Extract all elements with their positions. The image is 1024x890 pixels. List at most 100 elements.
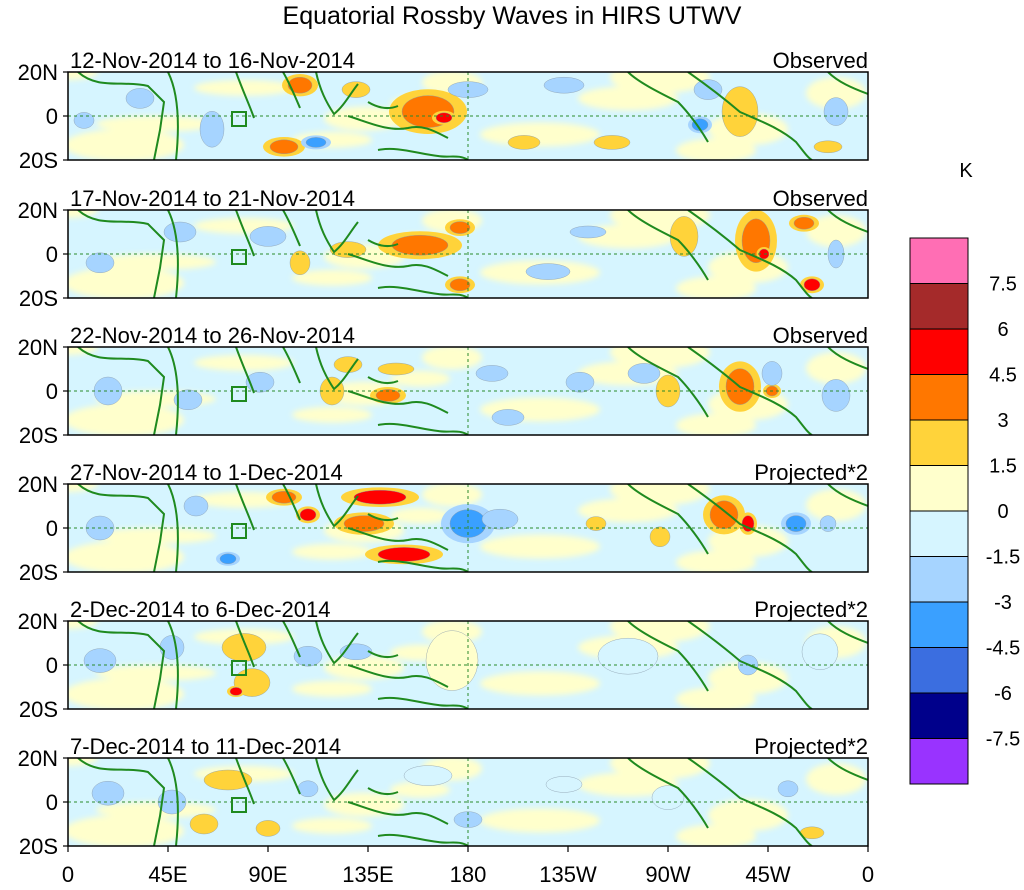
coastline — [377, 147, 469, 160]
coastline — [627, 758, 709, 829]
anomaly-contour — [183, 495, 209, 517]
colorbar-level-label: 0 — [997, 501, 1008, 523]
coastline — [347, 390, 449, 414]
coastline — [367, 101, 399, 110]
y-tick-label: 20N — [18, 335, 58, 360]
anomaly-contour — [203, 769, 253, 791]
contour-band — [806, 215, 866, 248]
coastline — [282, 210, 301, 247]
contour-band — [68, 815, 184, 846]
x-tick-label: 135W — [539, 862, 597, 887]
colorbar-units: K — [959, 160, 973, 182]
anomaly-contour — [597, 638, 659, 675]
x-tick-label: 45E — [148, 862, 187, 887]
y-tick-label: 20S — [19, 560, 58, 585]
coastline — [367, 513, 399, 522]
coastline — [687, 621, 813, 709]
coastline — [167, 210, 179, 298]
contour-band — [708, 799, 788, 832]
anomaly-contour — [525, 263, 571, 280]
coastline — [77, 484, 166, 572]
anomaly-contour — [627, 363, 661, 384]
anomaly-contour — [819, 515, 837, 532]
contour-band — [806, 352, 866, 385]
y-tick-label: 0 — [46, 104, 58, 129]
anomaly-contour — [823, 97, 849, 126]
colorbar-swatch — [909, 556, 969, 603]
x-axis: 0 45E 90E 135E 180 135W 90W 45W 0 — [62, 846, 874, 887]
y-tick-label: 0 — [46, 379, 58, 404]
anomaly-contour — [305, 137, 327, 148]
x-tick-label: 45W — [745, 862, 790, 887]
anomaly-contour — [85, 252, 115, 273]
y-tick-label: 20N — [18, 198, 58, 223]
anomaly-field — [68, 758, 868, 846]
anomaly-contour — [245, 372, 275, 393]
coastline — [627, 72, 709, 143]
coastline — [827, 484, 868, 507]
y-tick-label: 20N — [18, 472, 58, 497]
coastline — [347, 253, 449, 277]
coastline — [377, 833, 469, 846]
anomaly-contour — [391, 234, 449, 256]
contour-band — [292, 680, 372, 697]
contour-band — [96, 527, 216, 544]
region-box-marker — [231, 386, 247, 402]
contour-band — [194, 354, 294, 371]
contour-band — [676, 824, 756, 846]
contour-band — [806, 489, 866, 522]
coastlines — [77, 758, 868, 846]
contour-band — [324, 792, 404, 817]
coastline — [367, 650, 399, 659]
contour-band — [324, 106, 404, 131]
panel-4: 20N 0 20S 27-Nov-2014 to 1-Dec-2014 Projecte… — [18, 460, 869, 585]
colorbar-swatch — [909, 283, 969, 330]
colorbar-swatch — [909, 738, 969, 785]
anomaly-contour — [777, 780, 799, 797]
anomaly-contour — [785, 515, 807, 532]
coastline — [77, 347, 166, 435]
contour-band — [194, 79, 294, 96]
panel-5: 20N 0 20S 2-Dec-2014 to 6-Dec-2014 Projected… — [18, 597, 869, 722]
coastline — [282, 72, 301, 109]
contour-band — [292, 406, 372, 423]
anomaly-contour — [651, 785, 685, 810]
anomaly-contour — [73, 112, 95, 129]
coastline — [167, 347, 179, 435]
anomaly-contour — [375, 389, 401, 402]
contour-band — [68, 404, 184, 435]
region-box-marker — [231, 797, 247, 813]
colorbar-swatch — [909, 328, 969, 375]
contour-band — [578, 498, 678, 523]
contour-band — [806, 763, 866, 796]
anomaly-field — [68, 72, 868, 160]
coastline — [827, 72, 868, 95]
contour-band — [68, 129, 184, 160]
coastline — [235, 621, 255, 668]
anomaly-contour — [293, 646, 323, 667]
y-tick-label: 20N — [18, 60, 58, 85]
anomaly-field — [68, 621, 868, 709]
anomaly-field — [68, 347, 868, 435]
region-box-marker — [231, 249, 247, 265]
anomaly-contour — [693, 79, 723, 100]
anomaly-contour — [199, 110, 225, 148]
contour-band — [578, 772, 678, 797]
anomaly-contour — [377, 547, 431, 562]
y-tick-label: 20S — [19, 286, 58, 311]
coastline — [377, 696, 469, 709]
contour-band — [676, 138, 756, 160]
anomaly-contour — [271, 491, 297, 504]
anomaly-contour — [173, 389, 203, 410]
coastline — [627, 210, 709, 281]
coastline — [367, 239, 399, 248]
anomaly-contour — [249, 226, 287, 247]
anomaly-field — [68, 210, 868, 298]
anomaly-contour — [669, 216, 699, 257]
colorbar-swatch — [909, 601, 969, 648]
panel-date-range: 17-Nov-2014 to 21-Nov-2014 — [70, 186, 355, 211]
x-tick-label: 135E — [342, 862, 393, 887]
anomaly-contour — [821, 379, 851, 412]
contour-band — [390, 507, 450, 524]
